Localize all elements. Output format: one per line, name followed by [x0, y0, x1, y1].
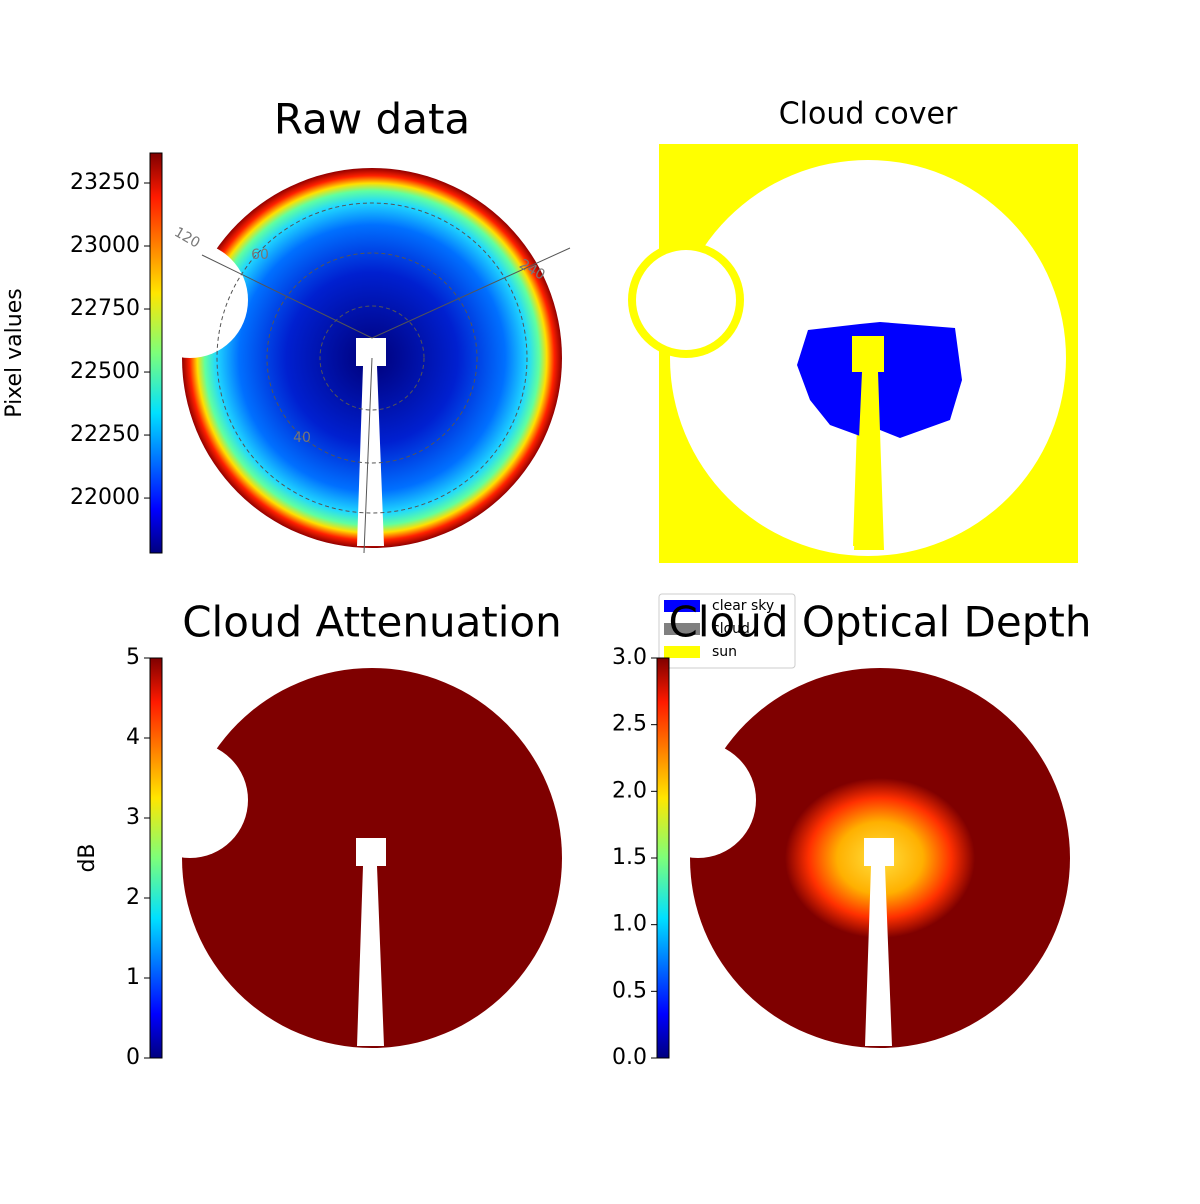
- colorbar-tick-label: 4: [126, 725, 140, 750]
- colorbar: [149, 152, 163, 554]
- legend-label: clear sky: [712, 598, 774, 614]
- polar-ring: [266, 252, 478, 464]
- colorbar-tick-label: 22250: [70, 422, 140, 447]
- colorbar-tick-label: 3: [126, 805, 140, 830]
- legend-label: cloud: [712, 621, 750, 637]
- colorbar: [149, 657, 163, 1059]
- colorbar-tick-label: 22500: [70, 359, 140, 384]
- colorbar-tick-label: 1.5: [612, 845, 647, 870]
- colorbar-tick-label: 2.5: [612, 712, 647, 737]
- mask-notch: [132, 742, 248, 858]
- polar-label: 40: [293, 430, 311, 446]
- panel-title: Cloud Attenuation: [182, 598, 562, 647]
- panel-title: Raw data: [274, 95, 470, 144]
- sun-stem: [852, 336, 884, 550]
- colorbar-label: dB: [75, 843, 100, 872]
- colorbar-tick-label: 0: [126, 1045, 140, 1070]
- colorbar-tick-label: 0.0: [612, 1045, 647, 1070]
- legend-label: sun: [712, 644, 737, 660]
- colorbar-tick-label: 23000: [70, 233, 140, 258]
- colorbar-tick-label: 0.5: [612, 978, 647, 1003]
- polar-label: 60: [251, 247, 269, 263]
- colorbar-tick-label: 1.0: [612, 912, 647, 937]
- mask-stem: [356, 338, 386, 546]
- clear-sky-region: [797, 322, 962, 438]
- legend-swatch: [664, 623, 700, 635]
- colorbar-label: Pixel values: [2, 288, 27, 417]
- colorbar-tick-label: 3.0: [612, 645, 647, 670]
- legend-swatch: [664, 600, 700, 612]
- colorbar-tick-label: 23250: [70, 170, 140, 195]
- polar-spoke: [201, 247, 571, 554]
- cloud-region: [636, 250, 736, 350]
- colorbar-tick-label: 22750: [70, 296, 140, 321]
- mask-stem: [864, 838, 894, 1046]
- polar-ring: [216, 202, 528, 514]
- mask-notch: [132, 242, 248, 358]
- legend-swatch: [664, 646, 700, 658]
- colorbar: [656, 657, 670, 1059]
- colorbar-tick-label: 1: [126, 965, 140, 990]
- panel-title: Cloud cover: [779, 97, 958, 132]
- polar-ring: [319, 305, 425, 411]
- panel-title: Cloud Optical Depth: [669, 598, 1092, 647]
- mask-stem: [356, 838, 386, 1046]
- colorbar-tick-label: 2.0: [612, 778, 647, 803]
- colorbar-tick-label: 2: [126, 885, 140, 910]
- colorbar-tick-label: 22000: [70, 485, 140, 510]
- colorbar-tick-label: 5: [126, 645, 140, 670]
